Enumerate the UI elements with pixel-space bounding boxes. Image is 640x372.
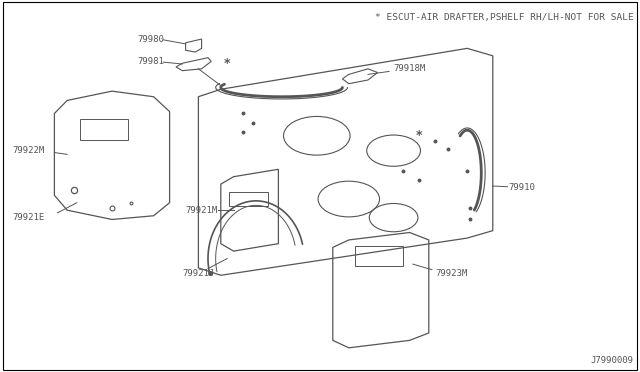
Text: 79923M: 79923M (435, 269, 467, 278)
Text: 79921M: 79921M (186, 206, 218, 215)
Text: 79918M: 79918M (394, 64, 426, 73)
Bar (80, 119, 128, 140)
Text: *: * (416, 129, 422, 142)
Text: 79981: 79981 (138, 57, 164, 66)
Text: 79921E: 79921E (13, 213, 45, 222)
Bar (229, 192, 268, 206)
Text: 79922M: 79922M (13, 146, 45, 155)
Text: * ESCUT-AIR DRAFTER,PSHELF RH/LH-NOT FOR SALE: * ESCUT-AIR DRAFTER,PSHELF RH/LH-NOT FOR… (375, 13, 634, 22)
Text: 79921J: 79921J (182, 269, 214, 278)
Bar (355, 246, 403, 266)
Text: *: * (224, 57, 230, 70)
Text: 79980: 79980 (138, 35, 164, 44)
Text: 79910: 79910 (509, 183, 536, 192)
Text: J7990009: J7990009 (591, 356, 634, 365)
